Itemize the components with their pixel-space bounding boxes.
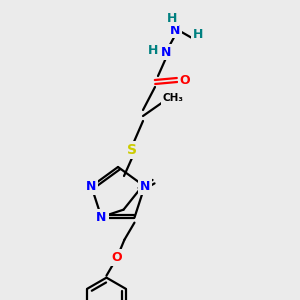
Text: CH₃: CH₃ [163, 93, 184, 103]
Text: H: H [167, 11, 177, 25]
Text: N: N [86, 180, 97, 193]
Text: N: N [161, 46, 171, 59]
Text: N: N [170, 23, 180, 37]
Text: H: H [193, 28, 203, 41]
Text: O: O [111, 251, 122, 264]
Text: O: O [180, 74, 190, 86]
Text: H: H [148, 44, 158, 56]
Text: S: S [127, 143, 137, 157]
Text: N: N [96, 211, 107, 224]
Text: N: N [140, 180, 150, 193]
